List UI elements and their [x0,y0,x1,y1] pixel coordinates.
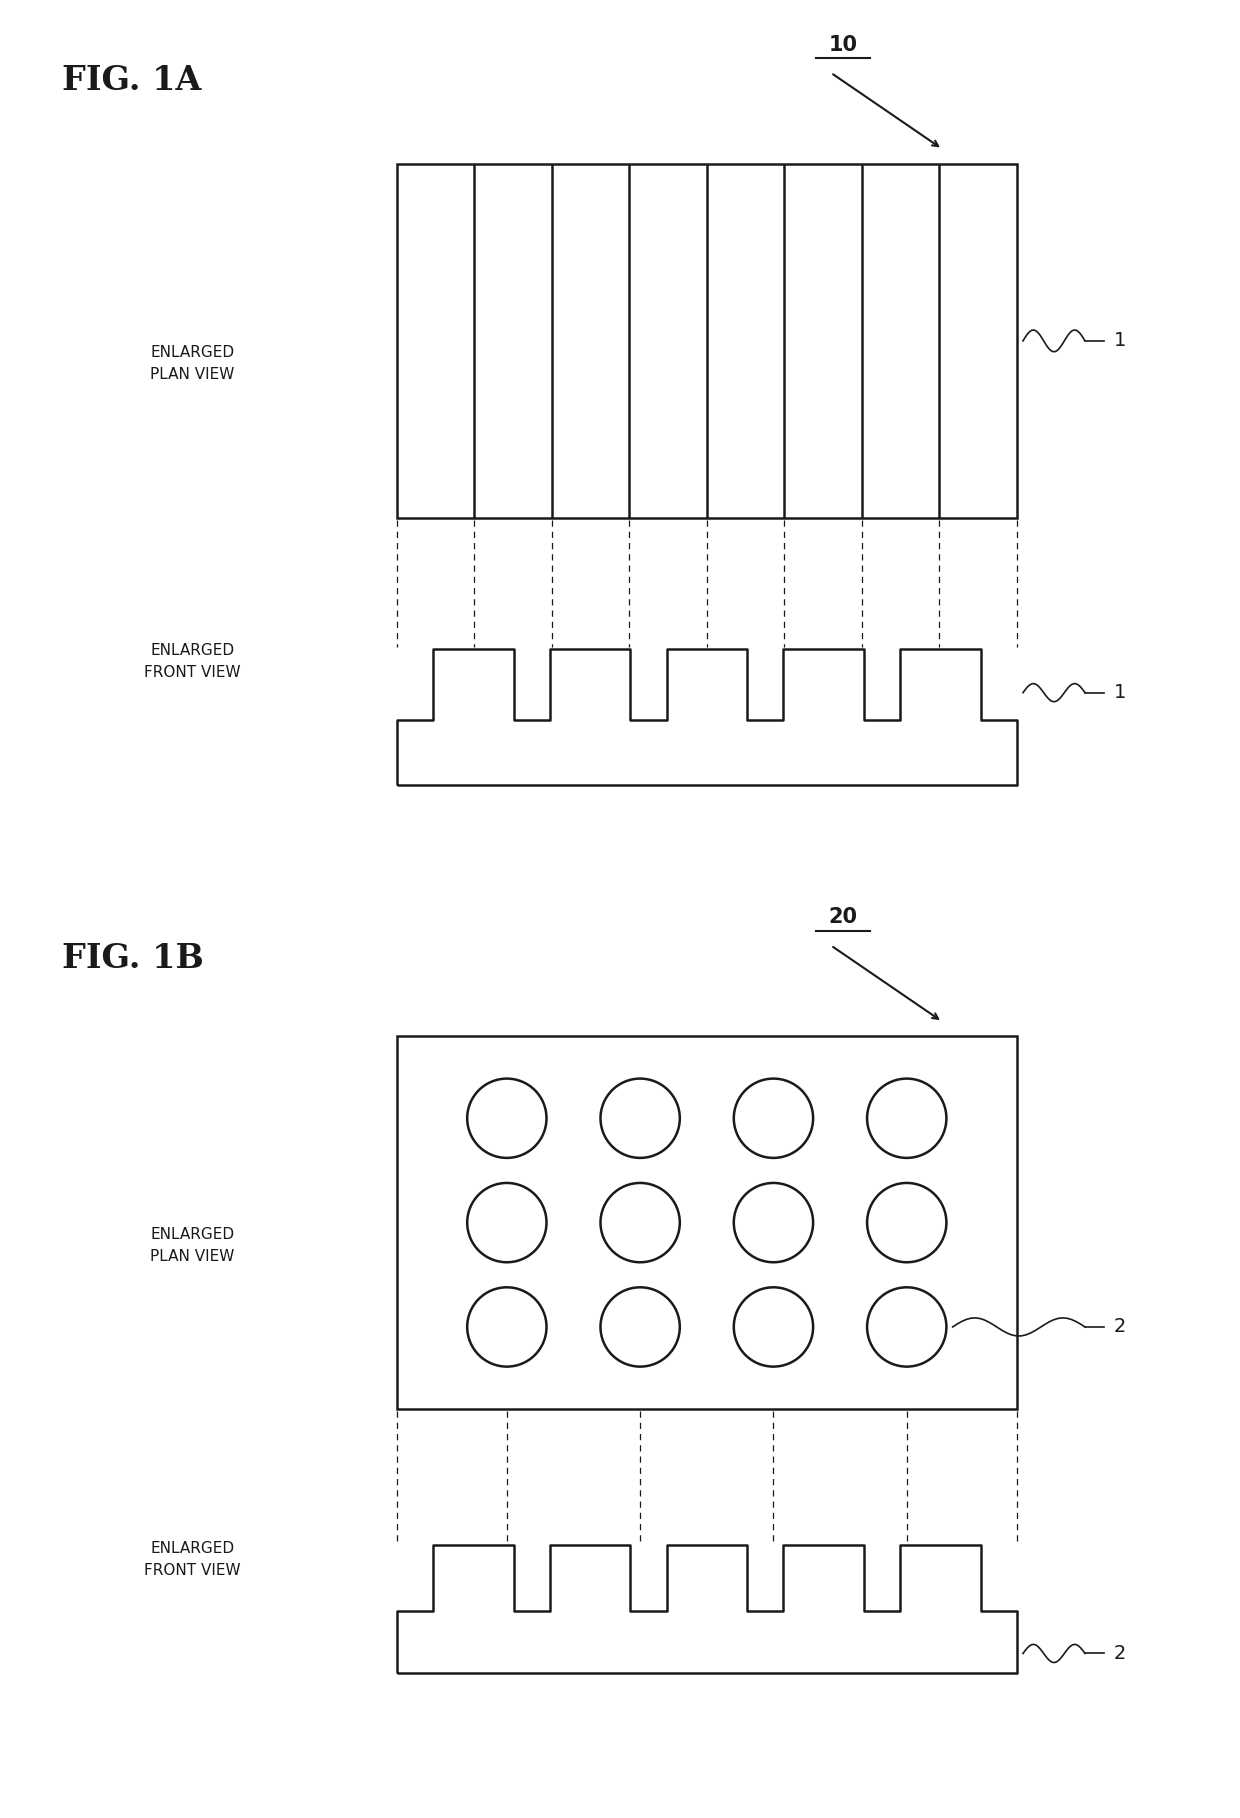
Text: 10: 10 [828,35,858,55]
Ellipse shape [600,1184,680,1262]
Text: ENLARGED
FRONT VIEW: ENLARGED FRONT VIEW [144,1542,241,1578]
Ellipse shape [734,1078,813,1158]
Text: 2: 2 [1114,1318,1126,1336]
Ellipse shape [467,1287,547,1367]
Ellipse shape [600,1078,680,1158]
Ellipse shape [467,1184,547,1262]
Ellipse shape [600,1287,680,1367]
Ellipse shape [467,1078,547,1158]
Text: FIG. 1B: FIG. 1B [62,942,203,974]
Ellipse shape [867,1287,946,1367]
Bar [397,1036,1017,1409]
Text: ENLARGED
PLAN VIEW: ENLARGED PLAN VIEW [150,1227,234,1264]
Text: ENLARGED
PLAN VIEW: ENLARGED PLAN VIEW [150,345,234,382]
Text: FIG. 1A: FIG. 1A [62,64,201,96]
Text: ENLARGED
FRONT VIEW: ENLARGED FRONT VIEW [144,644,241,680]
Ellipse shape [734,1287,813,1367]
Ellipse shape [867,1184,946,1262]
Text: 20: 20 [828,907,858,927]
Ellipse shape [734,1184,813,1262]
Text: 1: 1 [1114,684,1126,702]
Text: 2: 2 [1114,1643,1126,1663]
Text: 1: 1 [1114,331,1126,351]
Bar [397,164,1017,518]
Ellipse shape [867,1078,946,1158]
